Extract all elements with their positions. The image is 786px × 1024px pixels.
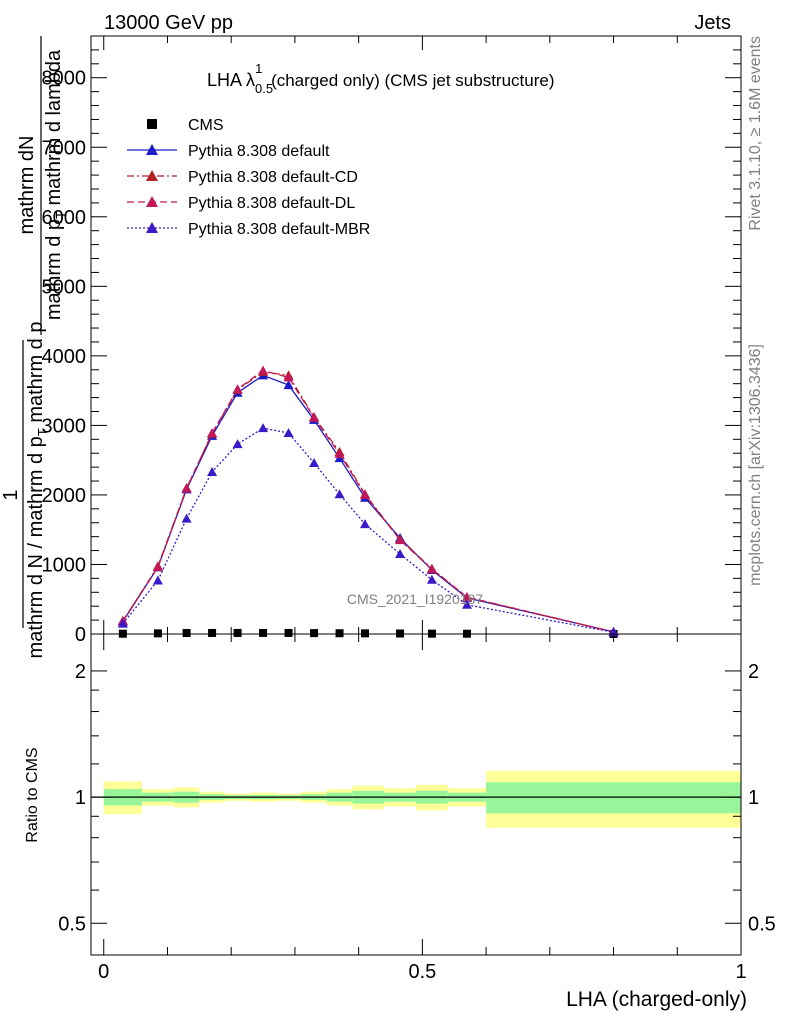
series-marker [334,489,345,499]
data-point-cms [361,629,370,638]
y-tick-label: 3000 [42,415,87,437]
x-axis-label: LHA (charged-only) [566,988,747,1011]
series-line-pythia-8-308-default-mbr [122,427,614,633]
ratio-tick-label: 1 [75,787,86,809]
main-y-ticks: 0 1000 2000 3000 4000 5000 6000 7000 8000 [42,36,742,646]
ylabel-num: mathrm dN [16,136,38,235]
y-tick-label: 6000 [42,207,87,229]
y-tick-label: 2000 [42,485,87,507]
x-ticks: 0 0.5 1 [98,634,747,983]
data-point-cms [182,629,191,638]
mcplots-label: mcplots.cern.ch [arXiv:1306.3436] [747,344,764,586]
data-point-cms [233,628,242,637]
series-marker [181,483,192,493]
legend-marker [146,196,158,207]
series-marker [426,564,437,574]
title-sub: 0.5 [255,81,273,96]
rivet-label: Rivet 3.1.10, ≥ 1.6M events [747,36,764,231]
series-marker [232,384,243,394]
ratio-plot-frame [90,633,742,956]
data-point-cms [208,628,217,637]
ratio-tick-label-right: 0.5 [748,913,776,935]
title-rest: (charged only) (CMS jet substructure) [266,71,554,90]
ratio-bands [91,770,741,828]
header-right: Jets [694,12,731,34]
data-point-cms [259,628,268,637]
header-left: 13000 GeV pp [104,12,233,34]
series-marker [283,428,294,438]
x-tick-label: 0 [98,961,109,983]
series-marker [152,575,163,585]
series-marker [461,599,472,609]
title-sup: 1 [255,61,262,76]
ratio-tick-label-right: 2 [748,661,759,683]
ylabel2-den: mathrm d N / mathrm d pT mathrm d p [25,322,50,659]
ratio-ylabel: Ratio to CMS [24,747,41,842]
ratio-tick-label-right: 1 [748,787,759,809]
legend-marker [146,170,158,181]
series-marker [258,365,269,375]
ratio-tick-label: 0.5 [58,913,86,935]
y-tick-label: 5000 [42,276,87,298]
series-marker [309,457,320,467]
ratio-tick-label: 2 [75,661,86,683]
y-tick-label: 4000 [42,346,87,368]
series-marker [258,423,269,433]
legend-label: Pythia 8.308 default-DL [188,195,355,212]
series-marker [426,574,437,584]
legend-label: Pythia 8.308 default-CD [188,169,358,186]
data-point-cms [284,628,293,637]
series-marker [283,380,294,390]
series-marker [283,372,294,382]
series-marker [309,412,320,422]
series-marker [207,428,218,438]
series-marker [360,519,371,529]
main-ylabel: mathrm dN mathrm d pT mathrm d lambda 1 … [0,36,68,658]
series-marker [461,592,472,602]
series-marker [117,618,128,628]
y-tick-label: 1000 [42,554,87,576]
ratio-band-inner [486,782,741,814]
ylabel-den: mathrm d pT mathrm d lambda [43,49,68,320]
series-marker [181,513,192,523]
title-main: LHA λ [207,70,255,90]
legend: CMS Pythia 8.308 default Pythia 8.308 defa… [127,117,370,238]
watermark: CMS_2021_I1920187 [347,591,483,607]
x-tick-label: 1 [735,961,746,983]
series-marker [334,448,345,458]
legend-label: CMS [188,117,224,134]
data-point-cms [153,629,162,638]
legend-marker [146,222,158,233]
series-marker [360,489,371,499]
series-marker [152,562,163,572]
series-marker [207,466,218,476]
x-tick-label: 0.5 [408,961,436,983]
svg-text:LHA λ0.51 (charged only) (CMS: LHA λ0.5 1 (charged only) (CMS jet substr… [207,61,555,96]
ratio-y-ticks: 0.5 0.5 1 1 2 2 [58,661,776,935]
legend-label: Pythia 8.308 default [188,143,330,160]
series-line-pythia-8-308-default-dl [122,369,614,633]
ylabel2-num: 1 [0,489,22,500]
y-tick-label: 8000 [42,68,87,90]
plot-title: LHA λ0.5 1 (charged only) (CMS jet substr… [207,61,555,96]
series-marker [395,549,406,559]
legend-marker-cms [147,119,157,129]
series-marker [232,439,243,449]
legend-label: Pythia 8.308 default-MBR [188,221,370,238]
legend-marker [146,144,158,155]
data-point-cms [335,629,344,638]
y-tick-label: 7000 [42,137,87,159]
data-point-cms [310,629,319,638]
y-tick-label: 0 [75,624,86,646]
ratio-frame-rect [90,633,742,956]
series-marker [395,535,406,545]
